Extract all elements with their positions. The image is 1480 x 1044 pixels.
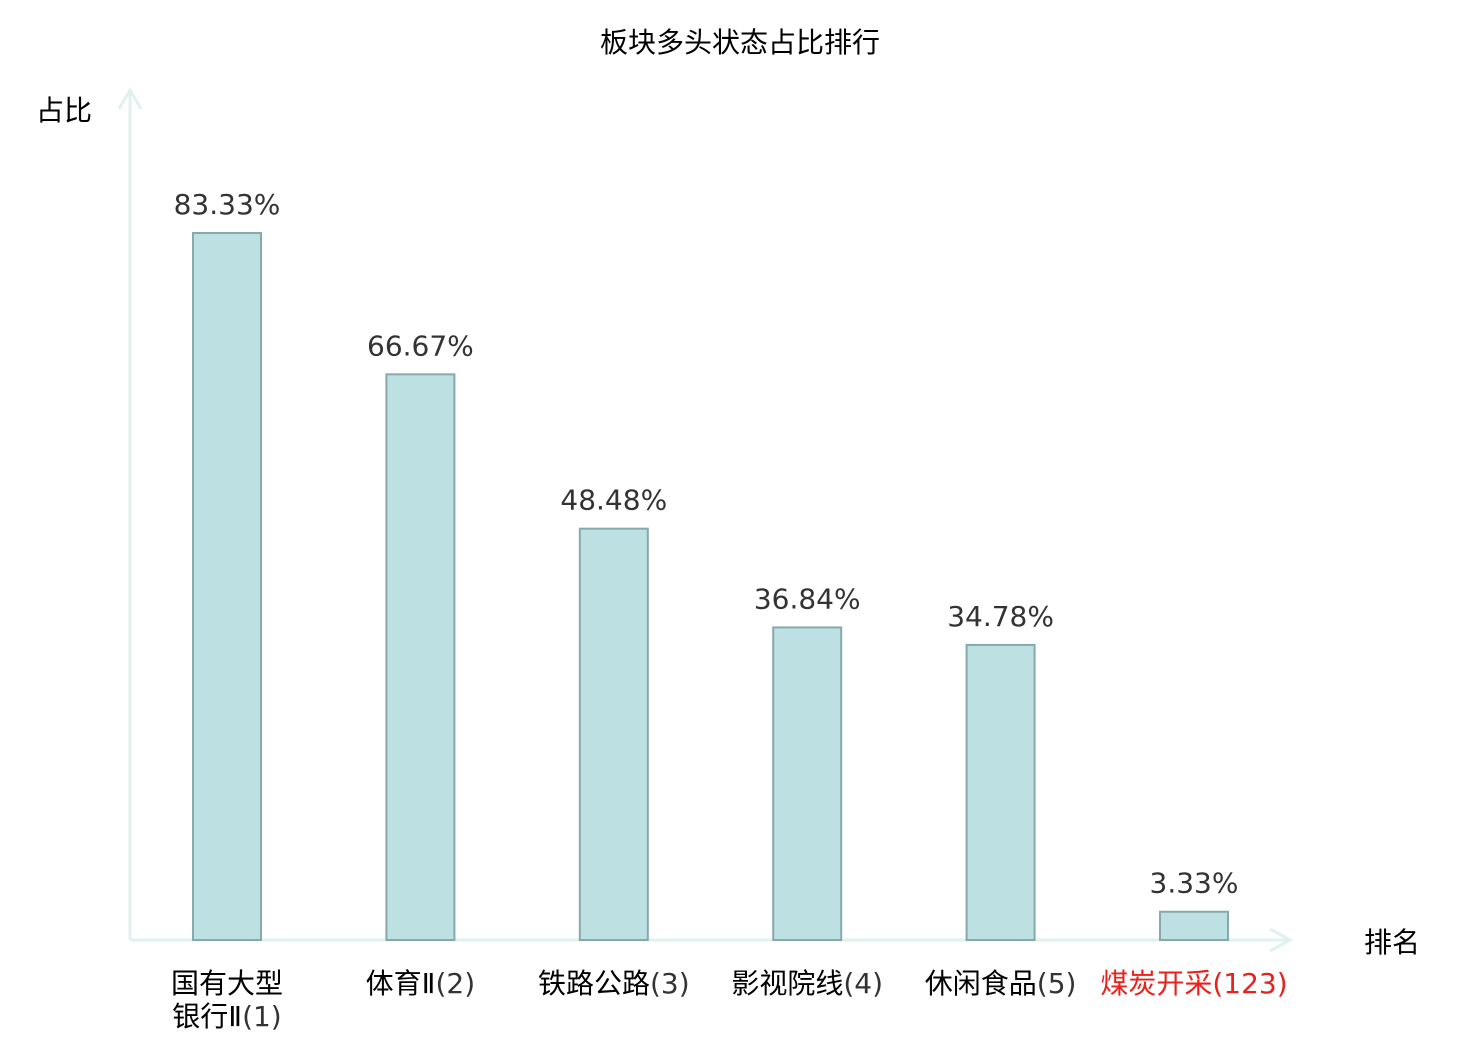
y-axis-label: 占比	[36, 94, 92, 127]
category-label-2: 体育Ⅱ(2)	[366, 967, 475, 1000]
value-label-3: 48.48%	[560, 484, 667, 517]
bar-3	[578, 527, 649, 941]
x-axis-label: 排名	[1364, 926, 1420, 959]
bar-1	[192, 232, 262, 941]
value-label-4: 36.84%	[754, 582, 861, 615]
value-label-5: 34.78%	[947, 600, 1054, 633]
category-label-5: 休闲食品(5)	[925, 967, 1077, 1000]
category-label-1-line2: 银行Ⅱ(1)	[172, 1000, 281, 1033]
category-label-6: 煤炭开采(123)	[1100, 967, 1287, 1000]
category-label-3: 铁路公路(3)	[538, 967, 690, 1000]
value-label-6: 3.33%	[1150, 867, 1239, 900]
value-label-1: 83.33%	[174, 188, 281, 221]
bar-6	[1159, 910, 1229, 941]
category-label-4: 影视院线(4)	[731, 967, 883, 1000]
y-axis-arrow	[117, 87, 143, 110]
value-label-2: 66.67%	[367, 329, 474, 362]
bar-5	[965, 643, 1036, 941]
category-label-1-line1: 国有大型	[171, 967, 283, 1000]
bar-2	[385, 373, 456, 941]
bar-4	[772, 626, 843, 941]
x-axis-arrow	[1269, 927, 1294, 953]
chart-title: 板块多头状态占比排行	[600, 26, 880, 59]
